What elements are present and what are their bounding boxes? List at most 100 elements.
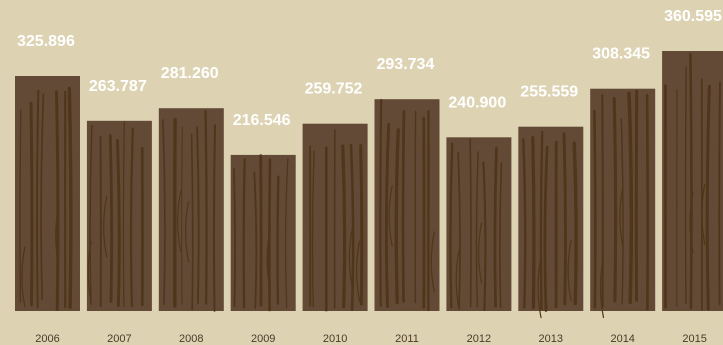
wood-grain [689, 52, 693, 310]
wood-grain [475, 151, 479, 308]
wood-grain [689, 191, 694, 253]
wood-grain [401, 110, 406, 303]
data-label-2006: 325.896 [17, 33, 75, 50]
wood-grain [284, 158, 289, 309]
wood-grain [253, 171, 258, 309]
wood-grain [266, 227, 272, 289]
x-tick-2011: 2011 [395, 333, 419, 345]
wood-grain [449, 142, 454, 309]
data-label-2009: 216.546 [233, 112, 291, 129]
data-label-2008: 281.260 [161, 65, 219, 82]
wood-grain [384, 122, 391, 308]
wood-grain [522, 138, 527, 309]
data-label-2015: 360.595 [664, 8, 722, 25]
wood-grain [129, 127, 134, 308]
wood-grain [190, 133, 194, 311]
wood-grain [196, 126, 200, 304]
wood-grain [499, 162, 503, 308]
x-tick-2012: 2012 [467, 333, 491, 345]
wood-grain [493, 146, 498, 308]
wood-grain [593, 109, 597, 309]
bar-2014 [590, 88, 656, 319]
wood-grain [242, 157, 246, 309]
x-tick-2015: 2015 [682, 333, 706, 345]
wood-grain [87, 241, 92, 303]
wood-grain [455, 249, 460, 311]
bar-2009 [230, 154, 296, 312]
wood-grain [482, 161, 487, 312]
wood-grain [103, 196, 108, 258]
wood-grain [359, 144, 364, 306]
data-label-2011: 293.734 [377, 56, 435, 73]
wood-grain [619, 186, 624, 248]
wood-grain [185, 201, 190, 263]
wood-grain [122, 121, 125, 308]
x-tick-2007: 2007 [107, 333, 131, 345]
wood-grain [177, 190, 182, 252]
wood-grain [379, 99, 383, 307]
bar-2011 [374, 99, 440, 312]
wood-grain [478, 222, 483, 284]
wood-grain [537, 257, 542, 319]
wood-grain [705, 84, 711, 311]
x-tick-2014: 2014 [610, 333, 634, 345]
wood-grain [684, 66, 687, 304]
wood-grain [388, 185, 393, 247]
wood-grain [620, 118, 624, 305]
bar-2012 [446, 137, 512, 312]
bar-2007 [86, 120, 152, 311]
wood-grain [627, 91, 634, 305]
wood-grain [348, 227, 353, 289]
wood-grain [341, 144, 347, 309]
x-tick-2006: 2006 [35, 333, 59, 345]
wood-grain [55, 205, 60, 267]
bar-2010 [302, 123, 368, 312]
wood-grain [469, 138, 472, 308]
wood-grain [572, 141, 578, 306]
wood-grain [612, 97, 618, 303]
x-tick-2010: 2010 [323, 333, 347, 345]
wood-grain [567, 239, 572, 302]
bar-2015 [662, 51, 723, 311]
wood-grain [233, 168, 236, 308]
wood-grain [19, 108, 22, 303]
wood-grain [457, 151, 461, 309]
bars-group [15, 51, 723, 319]
data-label-2010: 259.752 [305, 81, 363, 98]
wood-grain [21, 246, 26, 308]
wood-grain [701, 183, 706, 245]
wood-grain [430, 231, 435, 293]
wood-grain [349, 143, 355, 311]
wood-grain [311, 150, 315, 308]
wood-grain [543, 145, 549, 312]
wood-grain [394, 128, 400, 305]
data-label-2007: 263.787 [89, 78, 147, 95]
wood-grain [162, 119, 166, 306]
wood-grain [718, 81, 721, 306]
data-label-2012: 240.900 [448, 94, 506, 111]
wood-grain [89, 124, 93, 305]
wood-grain [181, 127, 183, 305]
wood-grain [36, 89, 40, 309]
bar-body [374, 99, 440, 311]
wood-grain [116, 139, 121, 307]
data-label-2014: 308.345 [592, 46, 650, 63]
wood-grain [212, 124, 216, 312]
wood-grain [356, 240, 361, 302]
data-label-2013: 255.559 [520, 84, 578, 101]
wood-grain [276, 175, 280, 305]
bar-body [230, 154, 296, 311]
x-axis-tick-labels: 2006 2007 2008 2009 2010 2011 2012 2013 2014 2015 [35, 333, 707, 345]
wood-grain [67, 86, 73, 309]
bar-body [518, 126, 584, 311]
bar-2008 [158, 108, 224, 312]
wood-grain [55, 90, 60, 311]
x-tick-2008: 2008 [179, 333, 203, 345]
wood-grain [645, 93, 649, 311]
value-labels-group: 325.896 263.787 281.260 216.546 259.752 293.7… [17, 8, 722, 129]
wood-grain [108, 134, 114, 303]
bar-2006 [15, 76, 80, 311]
wood-grain [531, 136, 536, 309]
wood-grain [562, 132, 567, 306]
